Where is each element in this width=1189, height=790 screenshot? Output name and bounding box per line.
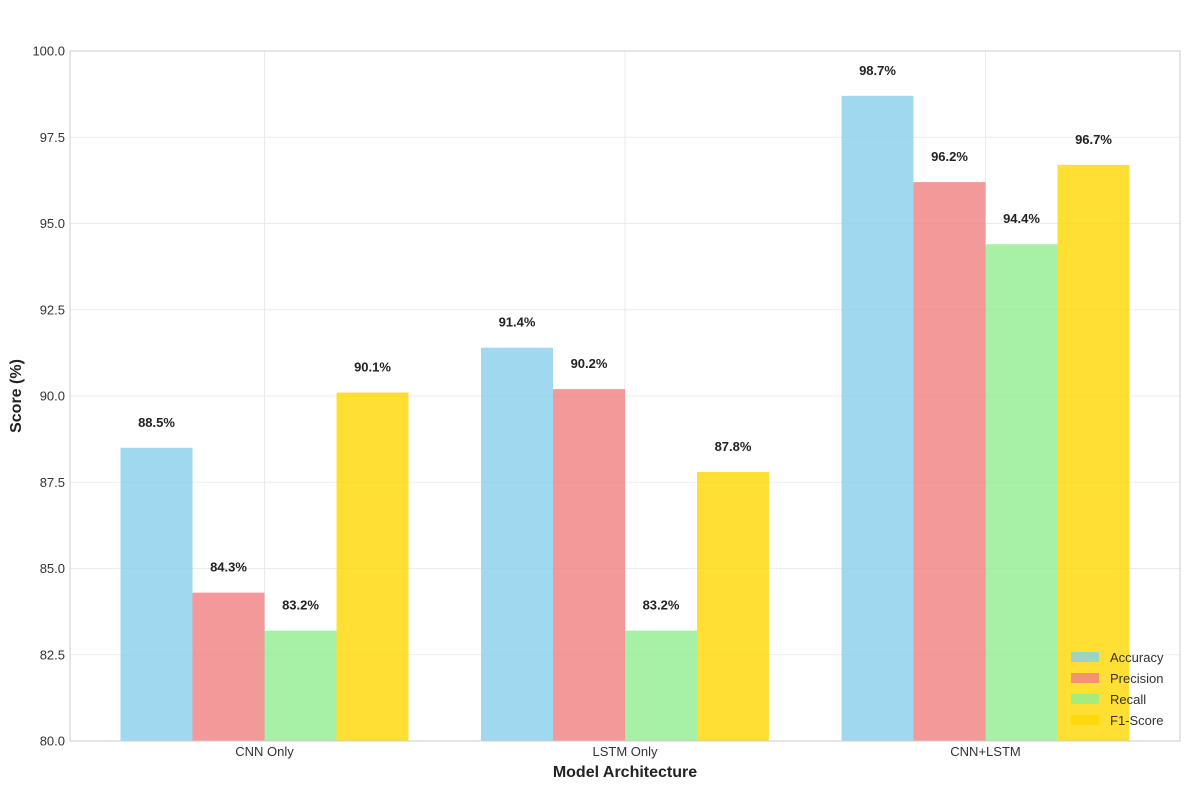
data-label: 90.1% [354, 360, 391, 375]
bar-f1-score-2 [697, 471, 769, 741]
x-axis-title: Model Architecture [553, 764, 697, 781]
legend: Accuracy Precision Recall F1-Score [1071, 650, 1164, 728]
data-label: 94.4% [1003, 211, 1040, 226]
bars-group [120, 95, 1130, 742]
legend-label: Accuracy [1110, 650, 1164, 665]
data-label: 90.2% [571, 356, 608, 371]
bar-accuracy-3 [841, 95, 914, 742]
legend-label: F1-Score [1110, 713, 1163, 728]
legend-swatch-precision [1071, 673, 1099, 683]
bar-f1-score-3 [1057, 164, 1130, 742]
data-label: 91.4% [499, 315, 536, 330]
y-tick-label: 87.5 [40, 475, 65, 490]
legend-swatch-f1-score [1071, 715, 1099, 725]
data-label: 96.7% [1075, 132, 1112, 147]
data-label: 88.5% [138, 415, 175, 430]
y-tick-label: 82.5 [40, 647, 65, 662]
data-label: 98.7% [859, 63, 896, 78]
y-tick-label: 97.5 [40, 130, 65, 145]
y-tick-label: 92.5 [40, 302, 65, 317]
data-label: 83.2% [282, 598, 319, 613]
bar-precision-3 [913, 182, 986, 742]
bar-f1-score-1 [336, 392, 409, 741]
x-axis-ticks: CNN Only LSTM Only CNN+LSTM [235, 744, 1020, 759]
bar-accuracy-2 [481, 347, 553, 741]
legend-swatch-accuracy [1071, 652, 1099, 662]
bar-recall-3 [985, 244, 1058, 741]
y-tick-label: 85.0 [40, 561, 65, 576]
y-tick-label: 90.0 [40, 389, 65, 404]
data-label: 84.3% [210, 560, 247, 575]
legend-label: Recall [1110, 692, 1146, 707]
data-label: 83.2% [643, 598, 680, 613]
y-axis-ticks: 80.0 82.5 85.0 87.5 90.0 92.5 95.0 97.5 100.0 [32, 44, 65, 749]
plot-frame [69, 50, 1181, 742]
bar-accuracy-1 [120, 447, 193, 741]
x-tick-label: CNN+LSTM [950, 744, 1020, 759]
data-labels-group: 88.5% 91.4% 98.7% 84.3% 90.2% 96.2% 83.2% 83.2%… [138, 63, 1112, 613]
x-tick-label: CNN Only [235, 744, 294, 759]
bar-recall-1 [264, 630, 337, 741]
bar-precision-1 [192, 592, 265, 741]
y-tick-label: 100.0 [32, 44, 65, 59]
y-tick-label: 95.0 [40, 216, 65, 231]
bar-precision-2 [553, 389, 625, 741]
y-tick-label: 80.0 [40, 734, 65, 749]
x-tick-label: LSTM Only [592, 744, 658, 759]
legend-swatch-recall [1071, 694, 1099, 704]
y-axis-title: Score (%) [8, 359, 25, 433]
bar-recall-2 [625, 630, 697, 741]
legend-label: Precision [1110, 671, 1163, 686]
data-label: 87.8% [715, 439, 752, 454]
data-label: 96.2% [931, 149, 968, 164]
